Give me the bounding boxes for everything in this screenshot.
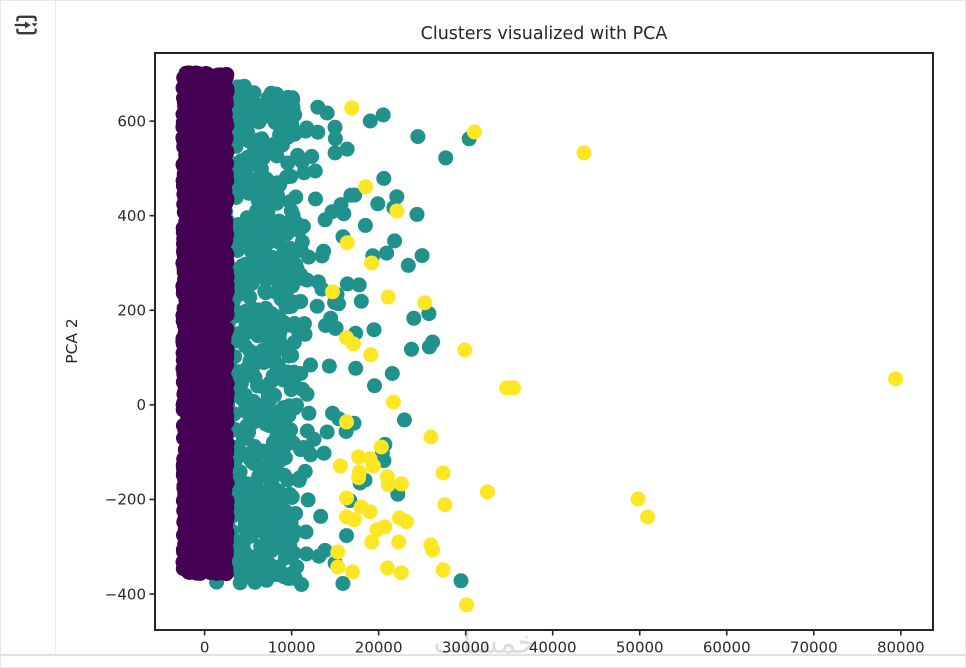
- x-tick-label: 70000: [790, 639, 838, 657]
- cell-gutter-divider: [55, 0, 56, 654]
- y-tick-label: −400: [105, 585, 146, 603]
- x-tick-label: 60000: [703, 639, 751, 657]
- y-tick-label: 200: [117, 301, 146, 319]
- chart-title: Clusters visualized with PCA: [421, 24, 668, 44]
- plot-frame: [154, 52, 934, 631]
- pca-cluster-figure: خمسات Clusters visualized with PCA PCA 2…: [63, 24, 934, 661]
- y-tick-label: 600: [117, 112, 146, 130]
- y-tick-label: 400: [117, 207, 146, 225]
- axis-ticks-layer: 0 10000 20000 30000 40000 50000 60000 70000 8000…: [105, 112, 925, 656]
- x-tick-label: 0: [200, 639, 210, 657]
- y-tick-label: −200: [105, 491, 146, 509]
- y-axis-label: PCA 2: [63, 318, 81, 364]
- x-tick-label: 40000: [529, 639, 577, 657]
- scatter-points-cluster-yellow: [325, 100, 904, 613]
- scatter-points-layer: [175, 65, 904, 613]
- run-and-advance-button[interactable]: [11, 11, 41, 41]
- x-tick-label: 10000: [268, 639, 316, 657]
- y-tick-label: 0: [136, 396, 146, 414]
- scatter-points-cluster-purple: [175, 65, 235, 582]
- run-and-advance-icon: [14, 15, 38, 35]
- x-tick-label: 20000: [355, 639, 403, 657]
- x-tick-label: 80000: [877, 639, 925, 657]
- x-tick-label: 30000: [442, 639, 490, 657]
- x-tick-label: 50000: [616, 639, 664, 657]
- scatter-points-cluster-teal: [199, 72, 477, 592]
- bottom-divider: [0, 654, 966, 656]
